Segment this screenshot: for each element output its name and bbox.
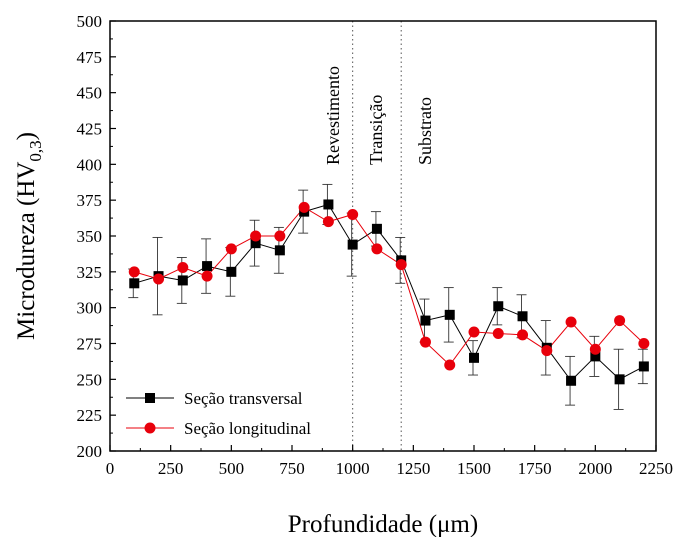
data-point-longitudinal [395,259,407,271]
y-tick-label: 375 [77,191,103,210]
region-label-transicao: Transição [366,95,386,165]
data-point-longitudinal [298,201,310,213]
series-line-longitudinal [134,206,645,366]
data-point-longitudinal [419,336,431,348]
x-tick-label: 1250 [396,459,430,478]
data-point-transversal [129,278,140,289]
data-point-longitudinal [201,270,213,282]
data-point-transversal [590,351,601,362]
data-point-longitudinal [492,327,504,339]
y-tick-label: 400 [77,155,103,174]
data-point-transversal [469,352,479,363]
y-axis-title-close: ) [13,132,40,140]
data-point-transversal [614,374,625,385]
legend-label-longitudinal: Seção longitudinal [184,419,311,438]
x-tick-label: 2250 [639,459,673,478]
data-point-longitudinal [274,230,286,242]
axes: 0 250 500 750 1000 1250 1500 1750 2000 2250 200 225… [77,12,674,478]
data-point-transversal [638,361,649,372]
plot-marks [128,21,650,451]
data-point-longitudinal [517,329,529,341]
x-axis-title: Profundidade (μm) [288,511,478,537]
y-axis-title-main: Microdureza (HV [13,162,40,340]
y-tick-label: 500 [77,12,103,31]
data-point-transversal [347,239,358,250]
x-tick-label: 0 [106,459,115,478]
legend-label-transversal: Seção transversal [184,389,303,408]
data-point-transversal [323,199,334,210]
x-tick-label: 1750 [518,459,552,478]
data-point-transversal [202,261,213,272]
data-point-longitudinal [250,230,262,242]
data-point-longitudinal [468,326,480,338]
x-tick-label: 500 [219,459,245,478]
y-tick-label: 200 [77,442,103,461]
y-tick-label: 275 [77,335,103,354]
data-point-transversal [177,275,188,286]
data-point-longitudinal [177,262,189,274]
data-point-transversal [566,375,577,386]
x-tick-label: 1500 [457,459,491,478]
data-point-longitudinal [153,273,165,285]
data-point-longitudinal [541,345,553,357]
region-labels: Revestimento Transição Substrato [323,66,435,165]
data-point-transversal [493,301,504,312]
data-point-transversal [420,315,431,326]
y-tick-label: 350 [77,227,103,246]
y-tick-label: 250 [77,370,103,389]
data-point-transversal [274,245,285,256]
x-tick-label: 750 [279,459,305,478]
x-tick-label: 2000 [578,459,612,478]
data-point-longitudinal [225,243,237,255]
x-tick-label: 250 [158,459,184,478]
data-point-longitudinal [638,338,650,349]
legend-marker-transversal [145,393,155,403]
data-point-longitudinal [322,216,334,228]
data-point-transversal [444,309,455,320]
data-point-transversal [371,223,382,234]
data-point-longitudinal [444,359,456,371]
data-point-transversal [517,311,528,322]
series-line-transversal [134,203,645,382]
y-axis-title-subscript: 0,3 [26,140,45,161]
y-tick-label: 300 [77,299,103,318]
region-label-substrato: Substrato [415,97,435,165]
y-tick-label: 225 [77,406,103,425]
x-tick-label: 1000 [336,459,370,478]
data-point-transversal [250,238,261,249]
legend: Seção transversal Seção longitudinal [126,389,311,438]
data-point-transversal [226,266,237,277]
data-point-longitudinal [128,266,140,278]
y-tick-label: 425 [77,120,103,139]
y-tick-label: 450 [77,84,103,103]
data-point-longitudinal [565,316,577,328]
data-point-longitudinal [589,343,601,355]
legend-marker-longitudinal [144,422,156,434]
region-label-revestimento: Revestimento [323,66,343,165]
y-tick-label: 325 [77,263,103,282]
data-point-longitudinal [371,243,383,255]
y-axis-title: Microdureza (HV0,3) [13,132,45,340]
data-point-longitudinal [347,209,359,220]
data-point-longitudinal [614,315,626,327]
y-tick-label: 475 [77,48,103,67]
